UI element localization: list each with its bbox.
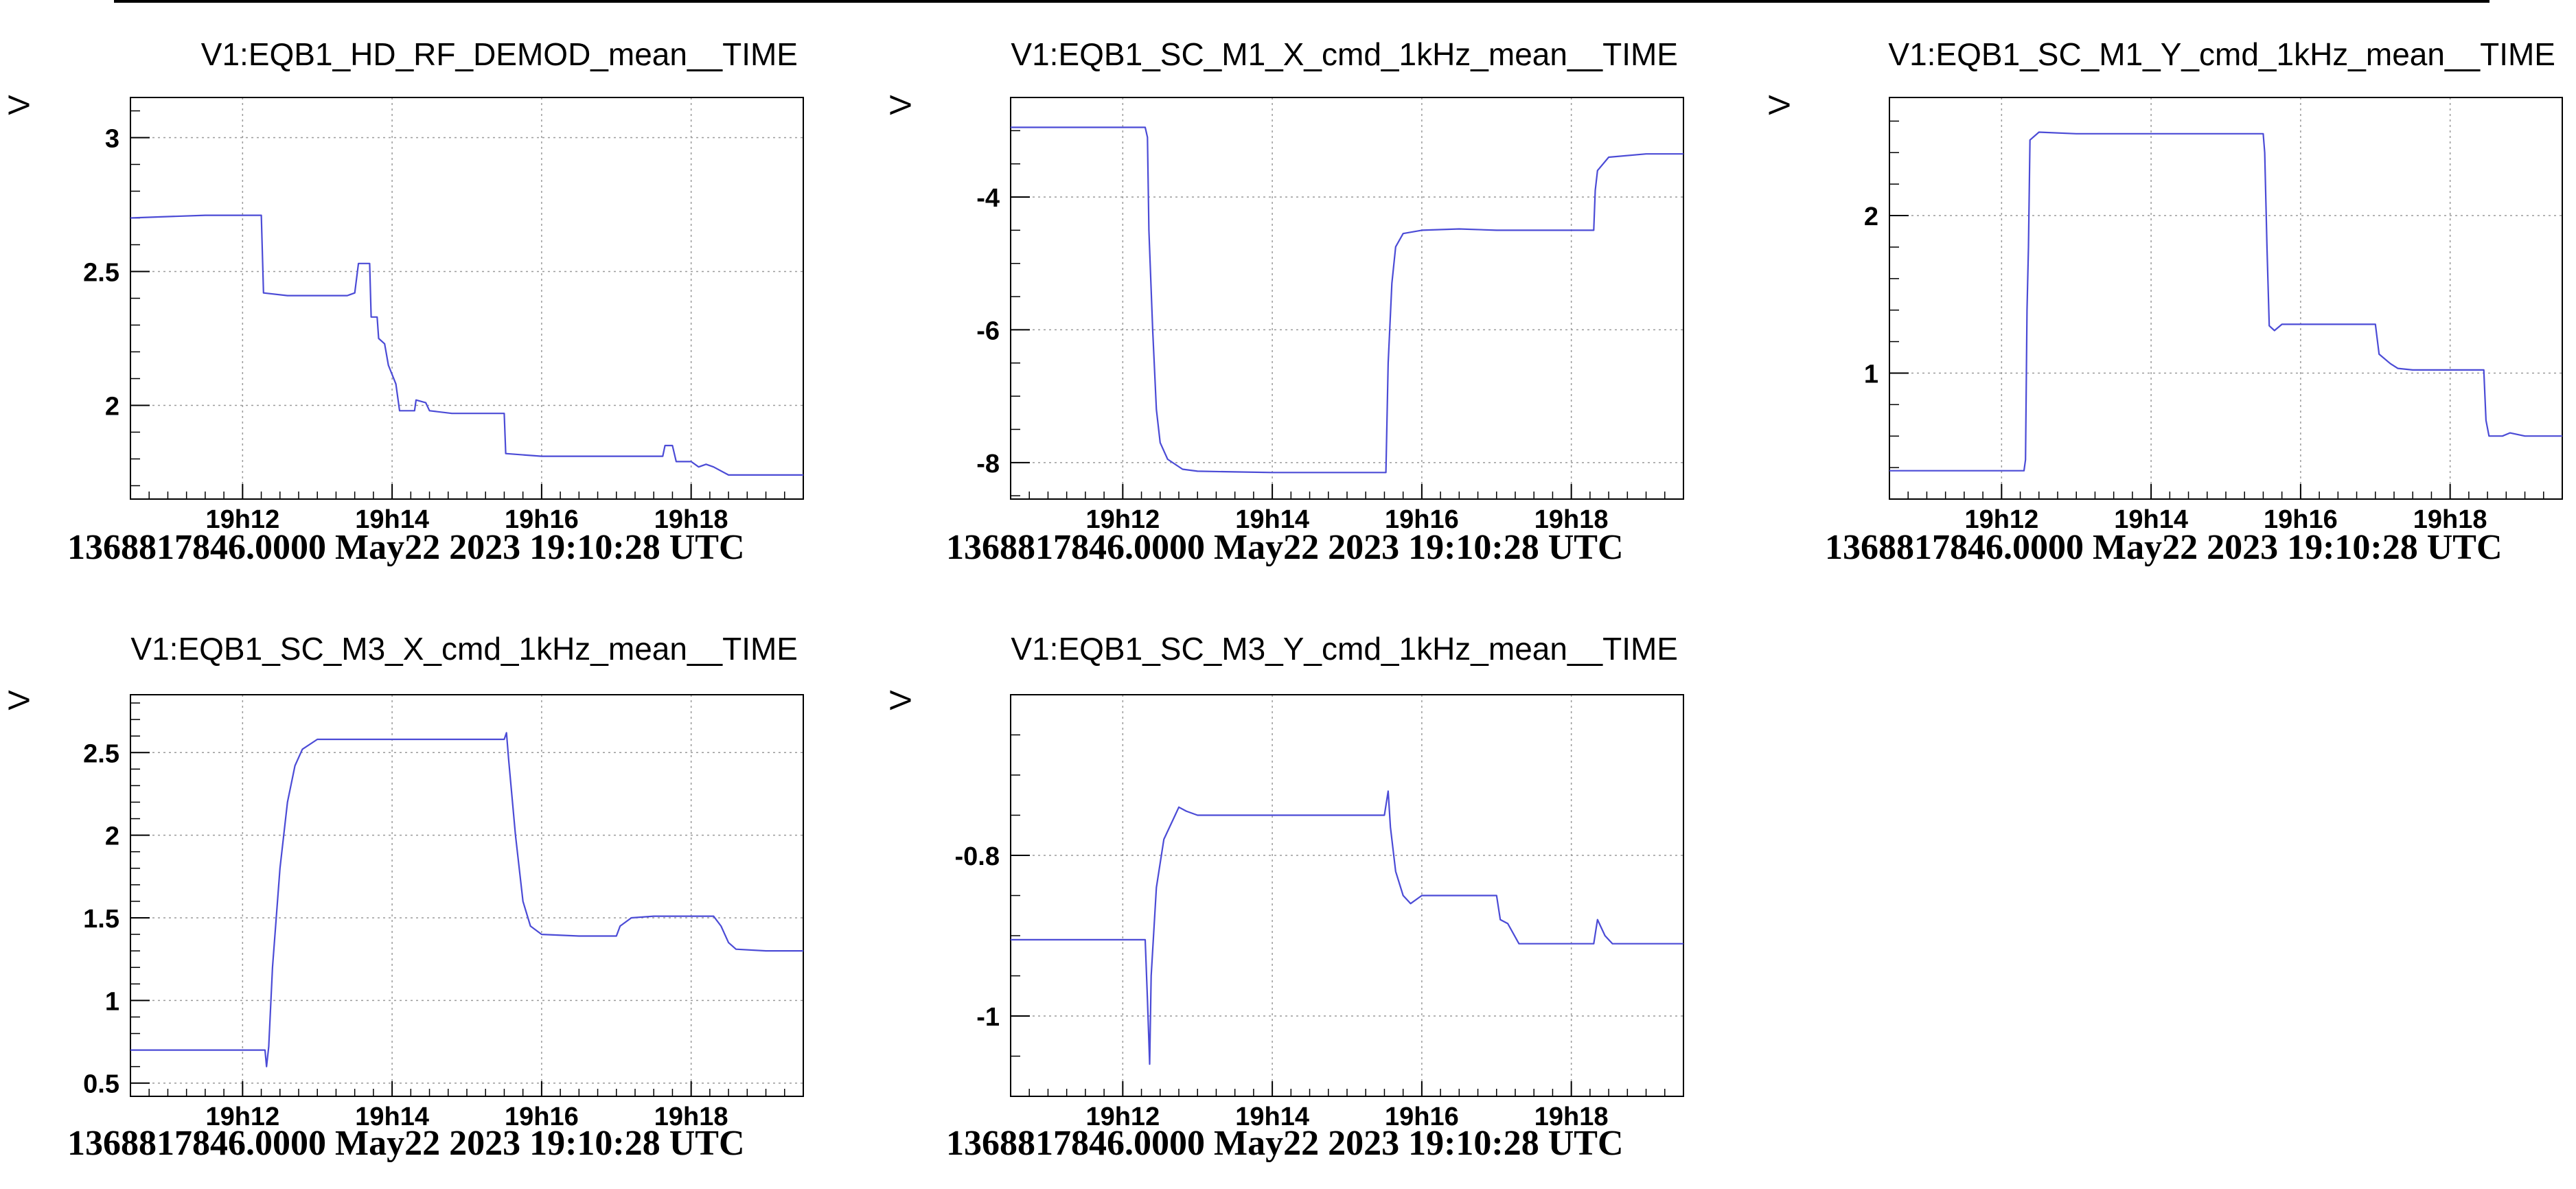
plot-frame: [1889, 97, 2563, 500]
x-tick-label: 19h18: [654, 505, 728, 534]
x-tick-label: 19h14: [355, 1103, 429, 1131]
plot-frame: [130, 694, 804, 1097]
x-tick-label: 19h16: [1385, 505, 1459, 534]
y-tick-label: 2: [105, 822, 119, 851]
series-line: [130, 732, 803, 1067]
plot-title: V1:EQB1_SC_M3_Y_cmd_1kHz_mean__TIME: [1011, 631, 1678, 667]
x-tick-label: 19h16: [505, 1103, 579, 1131]
x-tick-label: 19h18: [2413, 505, 2487, 534]
y-tick-label: -4: [976, 184, 1000, 213]
plot-title: V1:EQB1_SC_M3_X_cmd_1kHz_mean__TIME: [130, 631, 798, 667]
series-line: [1011, 790, 1683, 1065]
line-chart: 19h12 19h14 19h16 19h18 0.5 1 1.5 2 2.5: [83, 694, 804, 1131]
plot-y-axis-label: V: [2, 690, 36, 711]
plot-frame: [1010, 694, 1684, 1097]
x-tick-label: 19h16: [2264, 505, 2338, 534]
plot-timestamp-footer: 1368817846.0000 May22 2023 19:10:28 UTC: [946, 1124, 1624, 1163]
plot-timestamp-footer: 1368817846.0000 May22 2023 19:10:28 UTC: [1825, 528, 2503, 567]
y-tick-label: 1: [1864, 360, 1878, 389]
plot-timestamp-footer: 1368817846.0000 May22 2023 19:10:28 UTC: [946, 528, 1624, 567]
y-tick-label: -8: [976, 450, 1000, 478]
plot-y-axis-label: V: [2, 95, 36, 115]
x-tick-label: 19h14: [2114, 505, 2188, 534]
plot-title: V1:EQB1_HD_RF_DEMOD_mean__TIME: [200, 36, 798, 72]
x-tick-label: 19h14: [1235, 1103, 1309, 1131]
x-tick-label: 19h16: [505, 505, 579, 534]
plot-y-axis-label: V: [884, 95, 918, 115]
y-tick-label: 2: [105, 393, 119, 422]
y-tick-label: 2.5: [83, 739, 119, 768]
plot-timestamp-footer: 1368817846.0000 May22 2023 19:10:28 UTC: [67, 1124, 745, 1163]
y-tick-label: 1: [105, 987, 119, 1016]
y-tick-label: -0.8: [955, 842, 1000, 871]
y-tick-label: 2: [1864, 203, 1878, 231]
x-tick-label: 19h12: [1085, 505, 1160, 534]
plot-frame: [1010, 97, 1684, 500]
x-tick-label: 19h12: [205, 505, 279, 534]
plot-y-axis-label: V: [1762, 95, 1797, 115]
y-tick-label: 1.5: [83, 905, 119, 934]
x-tick-label: 19h18: [1534, 505, 1609, 534]
plot-frame: [130, 97, 804, 500]
plot-y-axis-label: V: [884, 690, 918, 711]
y-tick-label: 2.5: [83, 259, 119, 288]
series-line: [1889, 131, 2562, 472]
x-tick-label: 19h18: [654, 1103, 728, 1131]
line-chart: 19h12 19h14 19h16 19h18 1 2: [1864, 97, 2563, 534]
series-line: [1011, 126, 1683, 474]
y-tick-label: -6: [976, 316, 1000, 345]
line-chart: 19h12 19h14 19h16 19h18 -8 -6 -4: [976, 97, 1684, 534]
x-tick-label: 19h16: [1385, 1103, 1459, 1131]
x-tick-label: 19h14: [1235, 505, 1309, 534]
line-chart: 19h12 19h14 19h16 19h18 2 2.5 3: [83, 97, 804, 534]
plot-title: V1:EQB1_SC_M1_X_cmd_1kHz_mean__TIME: [1011, 36, 1678, 72]
top-frame-border: [114, 0, 2489, 3]
plot-title: V1:EQB1_SC_M1_Y_cmd_1kHz_mean__TIME: [1888, 36, 2555, 72]
x-tick-label: 19h12: [1964, 505, 2038, 534]
x-tick-label: 19h18: [1534, 1103, 1609, 1131]
x-tick-label: 19h12: [205, 1103, 279, 1131]
line-chart: 19h12 19h14 19h16 19h18 -1 -0.8: [955, 694, 1684, 1131]
x-tick-label: 19h14: [355, 505, 429, 534]
x-tick-label: 19h12: [1085, 1103, 1160, 1131]
plot-timestamp-footer: 1368817846.0000 May22 2023 19:10:28 UTC: [67, 528, 745, 567]
y-tick-label: 0.5: [83, 1070, 119, 1099]
y-tick-label: -1: [976, 1003, 1000, 1032]
y-tick-label: 3: [105, 125, 119, 154]
series-line: [130, 214, 803, 476]
